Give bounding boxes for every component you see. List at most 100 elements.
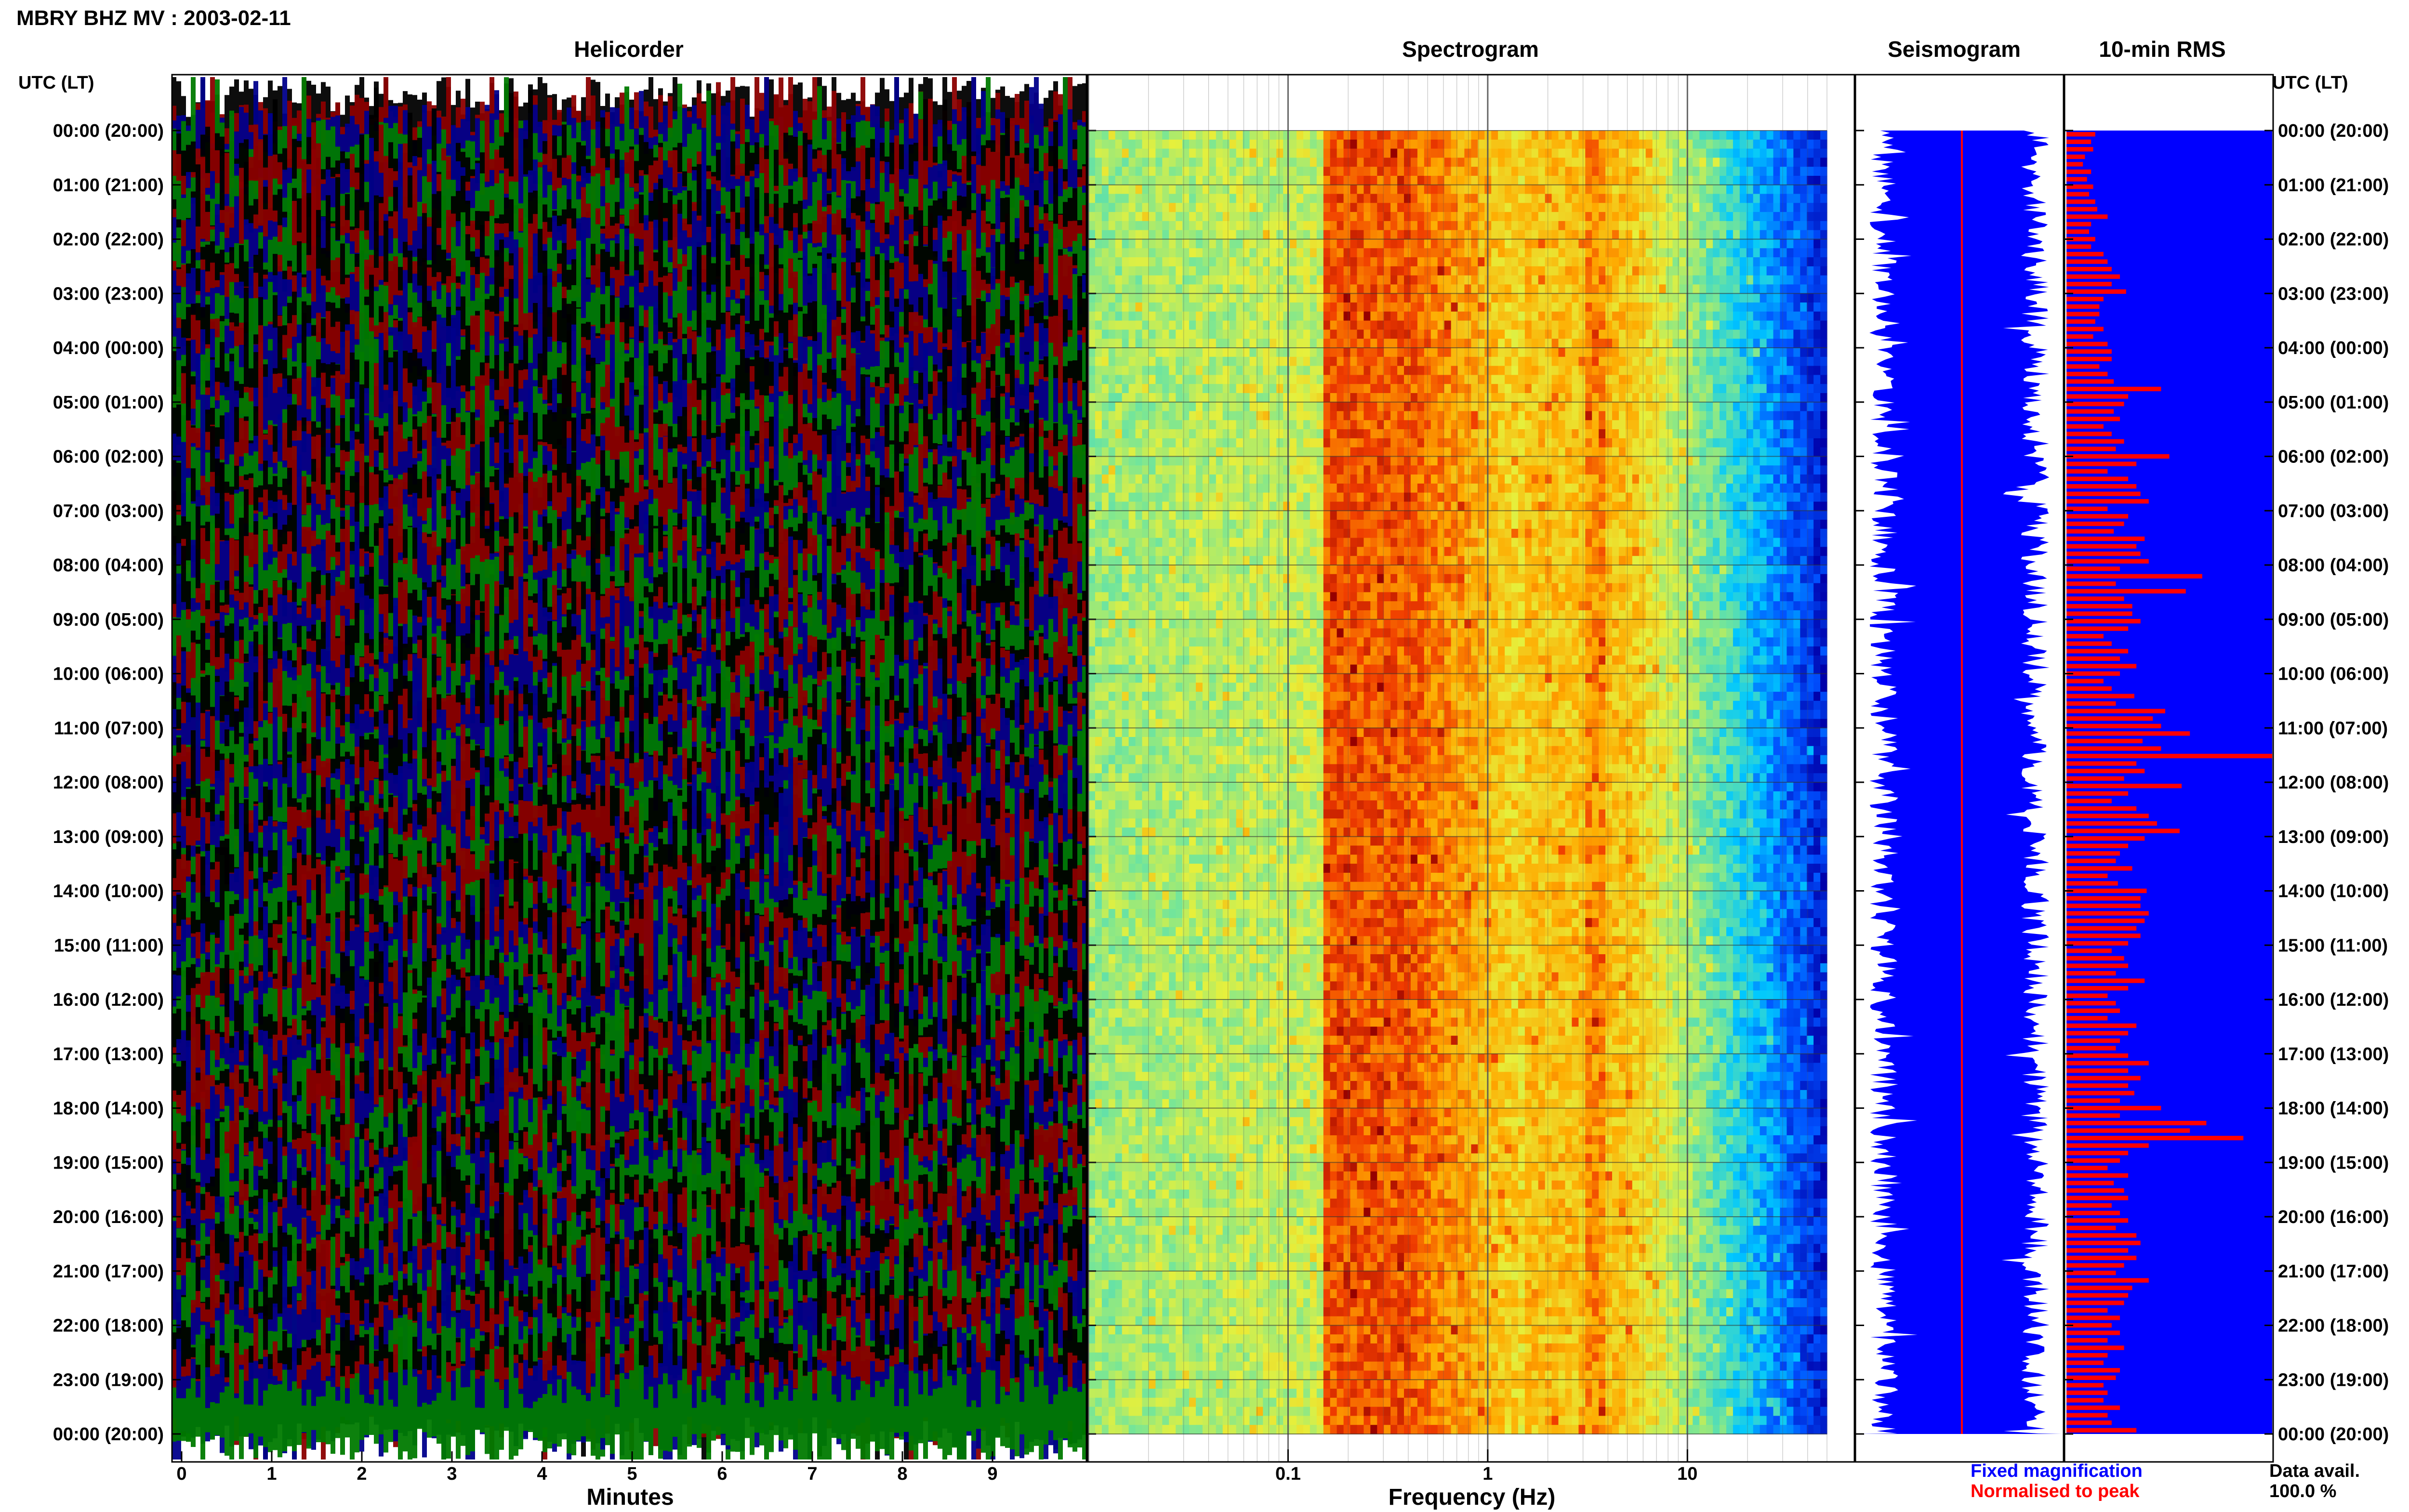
- spectrogram-cell: [1256, 158, 1263, 167]
- spectrogram-cell: [1155, 1008, 1163, 1018]
- spectrogram-cell: [1162, 972, 1169, 982]
- spectrogram-cell: [1236, 329, 1244, 339]
- spectrogram-cell: [1095, 221, 1102, 231]
- spectrogram-cell: [1162, 610, 1169, 620]
- spectrogram-cell: [1270, 1063, 1277, 1072]
- spectrogram-cell: [1249, 356, 1257, 367]
- spectrogram-cell: [1222, 692, 1230, 701]
- spectrogram-cell: [1270, 800, 1277, 810]
- spectrogram-cell: [1196, 619, 1203, 629]
- spectrogram-cell: [1101, 556, 1109, 565]
- spectrogram-cell: [1283, 692, 1290, 701]
- spectrogram-cell: [1222, 1072, 1230, 1081]
- spectrogram-cell: [1196, 828, 1203, 837]
- spectrogram-cell: [1290, 520, 1297, 529]
- spectrogram-cell: [1297, 1117, 1304, 1127]
- spectrogram-cell: [1297, 1108, 1304, 1118]
- spectrogram-cell: [1283, 1389, 1290, 1398]
- spectrogram-cell: [1303, 311, 1310, 321]
- spectrogram-cell: [1182, 501, 1190, 511]
- spectrogram-cell: [1236, 818, 1244, 828]
- spectrogram-cell: [1142, 320, 1149, 330]
- spectrogram-cell: [1108, 393, 1116, 403]
- spectrogram-cell: [1088, 864, 1096, 873]
- spectrogram-cell: [1283, 664, 1290, 674]
- spectrogram-cell: [1189, 800, 1196, 810]
- spectrogram-cell: [1115, 194, 1123, 203]
- spectrogram-cell: [1108, 1235, 1116, 1244]
- spectrogram-cell: [1276, 167, 1284, 176]
- spectrogram-cell: [1229, 1036, 1237, 1045]
- spectrogram-cell: [1135, 1063, 1143, 1072]
- spectrogram-cell: [1182, 230, 1190, 240]
- spectrogram-cell: [1176, 646, 1183, 656]
- spectrogram-cell: [1162, 266, 1169, 276]
- spectrogram-cell: [1196, 492, 1203, 502]
- spectrogram-cell: [1236, 836, 1244, 846]
- spectrogram-cell: [1101, 474, 1109, 484]
- spectrogram-cell: [1095, 184, 1102, 195]
- spectrogram-cell: [1169, 158, 1176, 167]
- spectrogram-cell: [1297, 809, 1304, 819]
- spectrogram-cell: [1249, 864, 1257, 873]
- spectrogram-cell: [1222, 972, 1230, 982]
- spectrogram-cell: [1216, 556, 1223, 565]
- spectrogram-cell: [1243, 891, 1250, 900]
- spectrogram-cell: [1135, 963, 1143, 973]
- spectrogram-cell: [1276, 1036, 1284, 1045]
- spectrogram-cell: [1276, 845, 1284, 855]
- spectrogram-cell: [1101, 1171, 1109, 1181]
- spectrogram-cell: [1135, 782, 1143, 792]
- spectrogram-cell: [1142, 1298, 1149, 1308]
- spectrogram-cell: [1149, 655, 1156, 665]
- spectrogram-cell: [1270, 737, 1277, 747]
- spectrogram-cell: [1189, 646, 1196, 656]
- spectrogram-cell: [1290, 565, 1297, 575]
- spectrogram-cell: [1155, 719, 1163, 728]
- spectrogram-cell: [1196, 501, 1203, 511]
- spectrogram-cell: [1115, 375, 1123, 384]
- spectrogram-cell: [1149, 1126, 1156, 1136]
- spectrogram-cell: [1196, 1425, 1203, 1434]
- spectrogram-cell: [1169, 836, 1176, 846]
- spectrogram-cell: [1088, 755, 1096, 764]
- spectrogram-cell: [1128, 556, 1136, 565]
- spectrogram-cell: [1202, 1389, 1210, 1398]
- spectrogram-cell: [1297, 492, 1304, 502]
- spectrogram-cell: [1202, 592, 1210, 602]
- spectrogram-cell: [1270, 320, 1277, 330]
- spectrogram-cell: [1155, 1280, 1163, 1289]
- spectrogram-cell: [1176, 1389, 1183, 1398]
- spectrogram-cell: [1222, 1053, 1230, 1064]
- spectrogram-cell: [1297, 311, 1304, 321]
- spectrogram-cell: [1142, 872, 1149, 882]
- spectrogram-cell: [1216, 990, 1223, 1000]
- spectrogram-cell: [1155, 212, 1163, 222]
- spectrogram-cell: [1290, 447, 1297, 457]
- spectrogram-cell: [1142, 538, 1149, 547]
- spectrogram-cell: [1155, 1090, 1163, 1100]
- spectrogram-cell: [1128, 1407, 1136, 1416]
- spectrogram-cell: [1297, 1072, 1304, 1081]
- spectrogram-cell: [1088, 845, 1096, 855]
- time-axis-label-left: UTC (LT): [18, 73, 94, 93]
- spectrogram-cell: [1310, 167, 1317, 176]
- spectrogram-cell: [1297, 465, 1304, 475]
- spectrogram-cell: [1216, 1380, 1223, 1389]
- spectrogram-cell: [1115, 891, 1123, 900]
- spectrogram-cell: [1182, 1307, 1190, 1317]
- spectrogram-cell: [1196, 1126, 1203, 1136]
- spectrogram-cell: [1162, 547, 1169, 556]
- spectrogram-cell: [1108, 610, 1116, 620]
- spectrogram-cell: [1095, 828, 1102, 837]
- spectrogram-cell: [1189, 293, 1196, 303]
- spectrogram-cell: [1128, 248, 1136, 258]
- spectrogram-cell: [1176, 302, 1183, 312]
- spectrogram-cell: [1115, 872, 1123, 882]
- spectrogram-cell: [1169, 402, 1176, 412]
- spectrogram-cell: [1115, 999, 1123, 1009]
- spectrogram-cell: [1155, 1162, 1163, 1172]
- spectrogram-cell: [1216, 1036, 1223, 1045]
- spectrogram-cell: [1135, 483, 1143, 493]
- spectrogram-cell: [1095, 293, 1102, 303]
